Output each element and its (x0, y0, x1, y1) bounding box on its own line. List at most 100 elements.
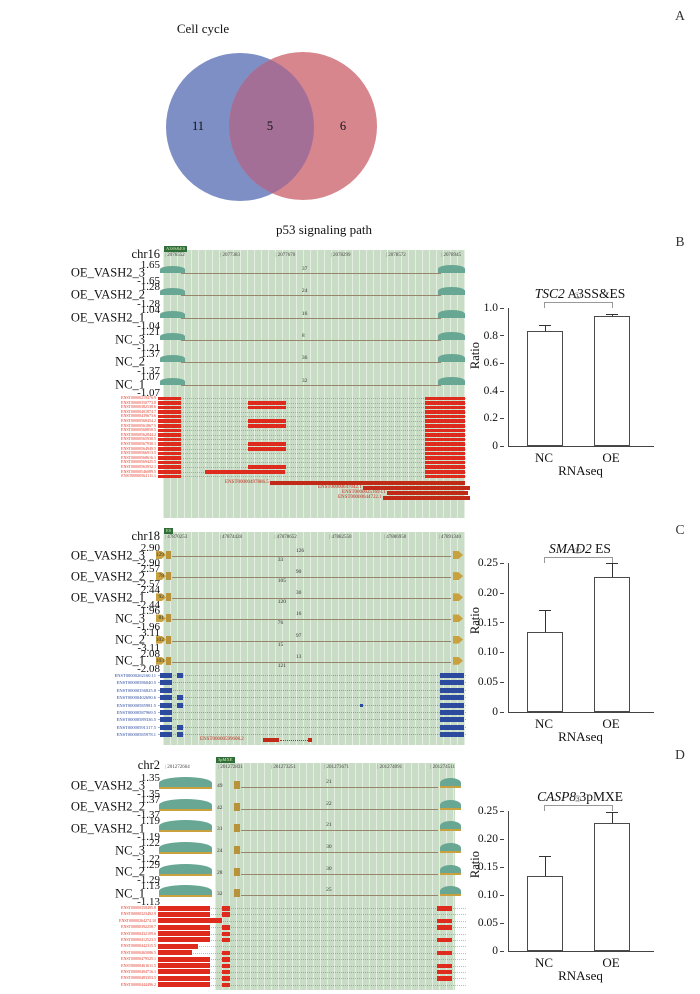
transcript-row: ENST00000323492.9 (0, 911, 470, 917)
chromosome-label-b: chr16 (131, 247, 160, 261)
x-tick-nc: NC (534, 716, 554, 731)
junction-line (172, 556, 451, 557)
junction-read-count: 22 (326, 800, 332, 807)
transcript-id: ENST00000564949.5 (121, 446, 156, 451)
transcript-id: ENST00000358485.8 (121, 905, 156, 910)
labeled-transcript-row: ENST00000647042.1 (0, 485, 470, 490)
exon-block (205, 470, 285, 474)
x-axis-title: RNAseq (558, 729, 603, 744)
venn-label-cell-cycle: Cell cycle (176, 21, 230, 36)
coverage-arrow-left (156, 614, 166, 623)
track-rows-b: OE_VASH2_3 1.65 -1.65 37 OE_VASH2_2 1.28… (0, 259, 470, 399)
junction-line (241, 873, 438, 875)
transcript-row: ENST00000587969.5 (0, 709, 470, 716)
transcript-stack-c: ENST00000262160.11 ENST00000586040.5 ENS… (0, 672, 470, 739)
track-lane: 24 30 (159, 840, 465, 862)
coverage-track: NC_3 1.96 -1.96 81 16 76 (0, 605, 470, 633)
junction-read-count: 30 (295, 590, 302, 597)
exon-block (177, 695, 183, 701)
exon-block (158, 447, 181, 451)
coordinate-label: 47882550 (329, 535, 351, 540)
transcript-id: ENST00000356825.8 (116, 687, 156, 693)
transcript-row: ENST00000562844.2 (0, 433, 470, 438)
track-scale-max: 2.57 (140, 563, 160, 576)
exon-block (222, 912, 230, 917)
y-tick-label: 1.0 (484, 302, 504, 314)
junction-read-count: 105 (277, 578, 286, 585)
exon-block (437, 969, 452, 975)
intron-line (158, 466, 466, 468)
coverage-track: NC_1 2.08 -2.08 103 13 121 (0, 648, 470, 675)
track-scale-max: 1.96 (140, 605, 160, 618)
y-tick-label: 0.4 (484, 385, 504, 397)
junction-read-count: 97 (295, 632, 302, 639)
exon-block (425, 437, 465, 442)
coordinate-label: 201274511 (430, 765, 455, 770)
track-scale-max: 1.29 (140, 858, 160, 871)
significance-bracket (544, 805, 613, 811)
exon-block (222, 982, 230, 988)
track-scale-max: 1.37 (140, 348, 160, 361)
exon-block (425, 414, 465, 419)
coverage-peak-right (440, 799, 461, 810)
exon-block (425, 470, 465, 474)
exon-block (158, 924, 210, 930)
coordinate-label: 201273671 (324, 765, 350, 770)
track-lane: 36 (160, 351, 465, 373)
junction-line (172, 640, 451, 642)
track-scale-max: 1.37 (140, 793, 160, 806)
x-axis-title: RNAseq (558, 463, 603, 478)
genome-area-c (163, 532, 465, 745)
coordinate-label: 2077670 (275, 253, 296, 258)
exon-block (440, 724, 464, 730)
transcript-stack-b: ENST00000219476.9 ENST00000350773.8 ENST… (0, 396, 470, 479)
transcript-row: ENST00000562111.1 (0, 474, 470, 479)
transcript-row: ENST00000561867.5 (0, 424, 470, 429)
exon-block (158, 465, 181, 469)
transcript-row: ENST00000566913.5 (0, 451, 470, 456)
intron-line (158, 971, 466, 973)
exon-block (158, 414, 181, 419)
junction-read-count: 30 (326, 865, 332, 872)
junction-read-count: 120 (277, 599, 286, 606)
junction-line (172, 577, 451, 579)
chart-title: CASP8 3pMXE (490, 789, 670, 805)
track-scale-max: 1.28 (140, 281, 160, 294)
transcript-id: ENST00000401874.7 (121, 409, 156, 414)
significance-bracket (544, 557, 613, 563)
exon-block (425, 451, 465, 456)
track-lane: 28 30 (159, 862, 465, 884)
exon-block (440, 680, 464, 686)
intron-line (158, 933, 466, 935)
exon-block (425, 419, 465, 424)
transcript-row: ENST00000586040.5 (0, 679, 470, 686)
labeled-transcript-row: ENST00000644722.1 (0, 495, 470, 500)
junction-read-count-left: 103 (155, 657, 164, 664)
exon-block (158, 975, 210, 981)
y-tick-label: 0.8 (484, 330, 504, 342)
exon-block (360, 703, 363, 707)
transcript-id: ENST00000461611.5 (121, 962, 156, 968)
exon-coverage-box (166, 656, 171, 665)
exon-coverage-box (234, 867, 240, 876)
track-scale-max: 1.21 (140, 325, 160, 338)
coordinate-label: 47886950 (384, 535, 406, 540)
exon-block (425, 474, 465, 479)
exon-block (248, 424, 286, 428)
venn-count-right: 6 (339, 119, 347, 133)
coverage-track: NC_2 1.29 -1.29 28 30 (0, 858, 470, 886)
junction-read-count-left: 129 (155, 552, 164, 558)
event-type: A3SS&ES (564, 286, 626, 301)
x-tick-nc: NC (534, 450, 554, 465)
y-tick-label: 0 (492, 945, 504, 957)
coordinate-axis-b: 2076552 2077383 2077670 2078299 2078572 20789… (165, 253, 461, 258)
red-transcript-row-c: ENST00000599608.2 (0, 737, 470, 744)
exon-block (382, 495, 470, 500)
exon-block (425, 428, 465, 433)
intron-line (158, 476, 466, 478)
coverage-peak-left (159, 841, 212, 854)
transcript-id: ENST00000382538.6 (121, 405, 156, 410)
coverage-peak-left (160, 288, 185, 296)
plot-area (508, 563, 654, 713)
transcript-row: ENST00000461611.5 (0, 963, 470, 969)
